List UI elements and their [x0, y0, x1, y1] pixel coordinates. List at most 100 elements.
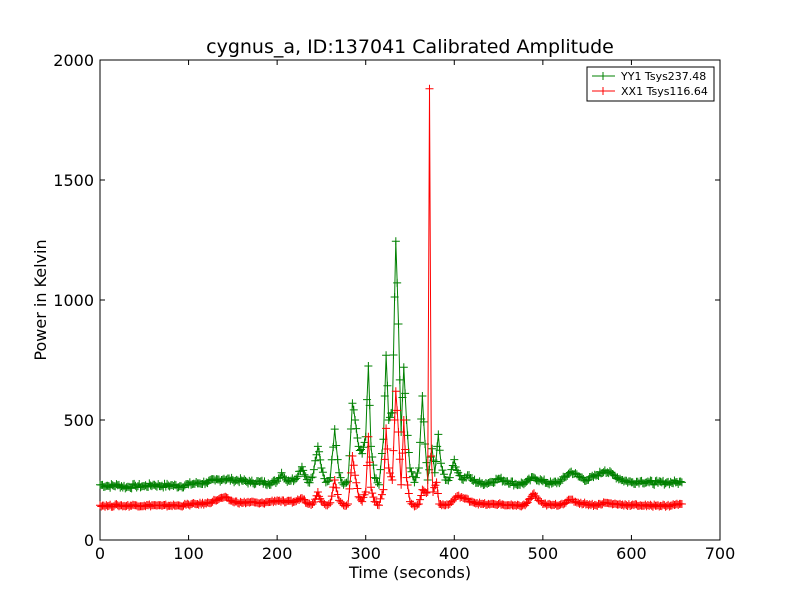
series-point	[416, 438, 425, 447]
series-point	[385, 413, 394, 422]
series-point	[379, 485, 388, 494]
series-point	[383, 445, 392, 454]
series-point	[395, 455, 404, 464]
series-point	[367, 483, 376, 492]
series-point	[375, 501, 383, 510]
legend: YY1 Tsys237.48 XX1 Tsys116.64	[586, 66, 715, 102]
series-point	[439, 470, 448, 479]
series-point	[332, 483, 341, 492]
series-point	[360, 438, 369, 447]
series-point	[399, 416, 408, 424]
y-tick-label: 1500	[53, 171, 94, 190]
series-point	[359, 443, 368, 452]
series-point	[435, 446, 444, 455]
series-point	[404, 489, 413, 498]
y-tick-label: 0	[84, 531, 94, 550]
series-point	[650, 480, 659, 489]
series-point	[394, 428, 403, 436]
series-point	[365, 458, 374, 467]
series-point	[437, 459, 445, 468]
series-point	[309, 465, 318, 474]
y-tick-label: 1000	[53, 291, 94, 310]
series-point	[292, 474, 301, 483]
series-point	[358, 449, 367, 458]
y-axis-label: Power in Kelvin	[31, 239, 50, 360]
series-point	[364, 432, 373, 441]
series-point	[326, 498, 335, 507]
series-point	[317, 464, 326, 472]
series-point	[380, 391, 389, 400]
series-point	[391, 387, 400, 396]
series-point	[438, 466, 447, 475]
series-point	[382, 424, 391, 433]
series-point	[555, 479, 564, 488]
series-point	[333, 490, 342, 499]
series-point	[399, 363, 408, 372]
series-point	[346, 468, 355, 477]
series-point	[361, 488, 370, 496]
series-point	[403, 481, 412, 490]
series-point	[391, 237, 400, 246]
series-line	[99, 88, 682, 508]
y-tick-label: 500	[63, 411, 94, 430]
series-point	[410, 478, 419, 487]
series-point	[395, 375, 404, 384]
series-point	[401, 389, 410, 398]
series-point	[376, 494, 385, 503]
series-point	[313, 488, 322, 496]
series-point	[365, 401, 374, 410]
series-point	[324, 477, 333, 486]
series-0	[96, 237, 686, 493]
series-point	[375, 480, 383, 489]
series-point	[368, 489, 377, 498]
series-point	[677, 478, 686, 487]
series-point	[358, 497, 367, 506]
series-point	[352, 478, 361, 487]
series-point	[377, 490, 386, 499]
series-point	[353, 433, 362, 442]
series-point	[451, 463, 460, 472]
series-point	[349, 461, 358, 470]
series-point	[301, 472, 310, 481]
series-point	[342, 478, 351, 487]
series-point	[429, 488, 438, 496]
series-point	[277, 468, 286, 477]
series-point	[313, 442, 322, 451]
series-point	[315, 447, 324, 456]
series-point	[353, 484, 362, 493]
series-point	[677, 500, 686, 508]
series-point	[419, 417, 428, 426]
series-point	[422, 458, 431, 467]
legend-marker	[599, 72, 607, 80]
series-point	[393, 278, 402, 287]
series-point	[556, 477, 565, 486]
series-point	[383, 381, 392, 390]
series-point	[387, 472, 396, 481]
series-point	[407, 467, 416, 476]
series-layer	[96, 84, 686, 511]
series-point	[417, 491, 426, 500]
series-point	[427, 452, 436, 460]
series-point	[425, 84, 434, 93]
series-point	[382, 351, 391, 360]
series-point	[348, 452, 357, 460]
series-point	[351, 471, 360, 480]
series-point	[336, 473, 345, 482]
series-point	[326, 473, 335, 482]
series-point	[333, 455, 342, 464]
x-tick-label: 100	[173, 544, 204, 563]
series-point	[373, 478, 382, 487]
series-point	[384, 464, 393, 472]
x-tick-label: 500	[528, 544, 559, 563]
series-point	[422, 489, 431, 498]
series-point	[414, 500, 423, 508]
series-point	[308, 500, 317, 508]
chart-title: cygnus_a, ID:137041 Calibrated Amplitude	[206, 36, 614, 58]
series-point	[394, 320, 403, 328]
series-point	[318, 468, 327, 477]
y-axis: 0 500 1000 1500 2000	[53, 51, 720, 550]
series-point	[676, 477, 685, 486]
x-tick-label: 300	[350, 544, 381, 563]
series-point	[349, 405, 358, 414]
